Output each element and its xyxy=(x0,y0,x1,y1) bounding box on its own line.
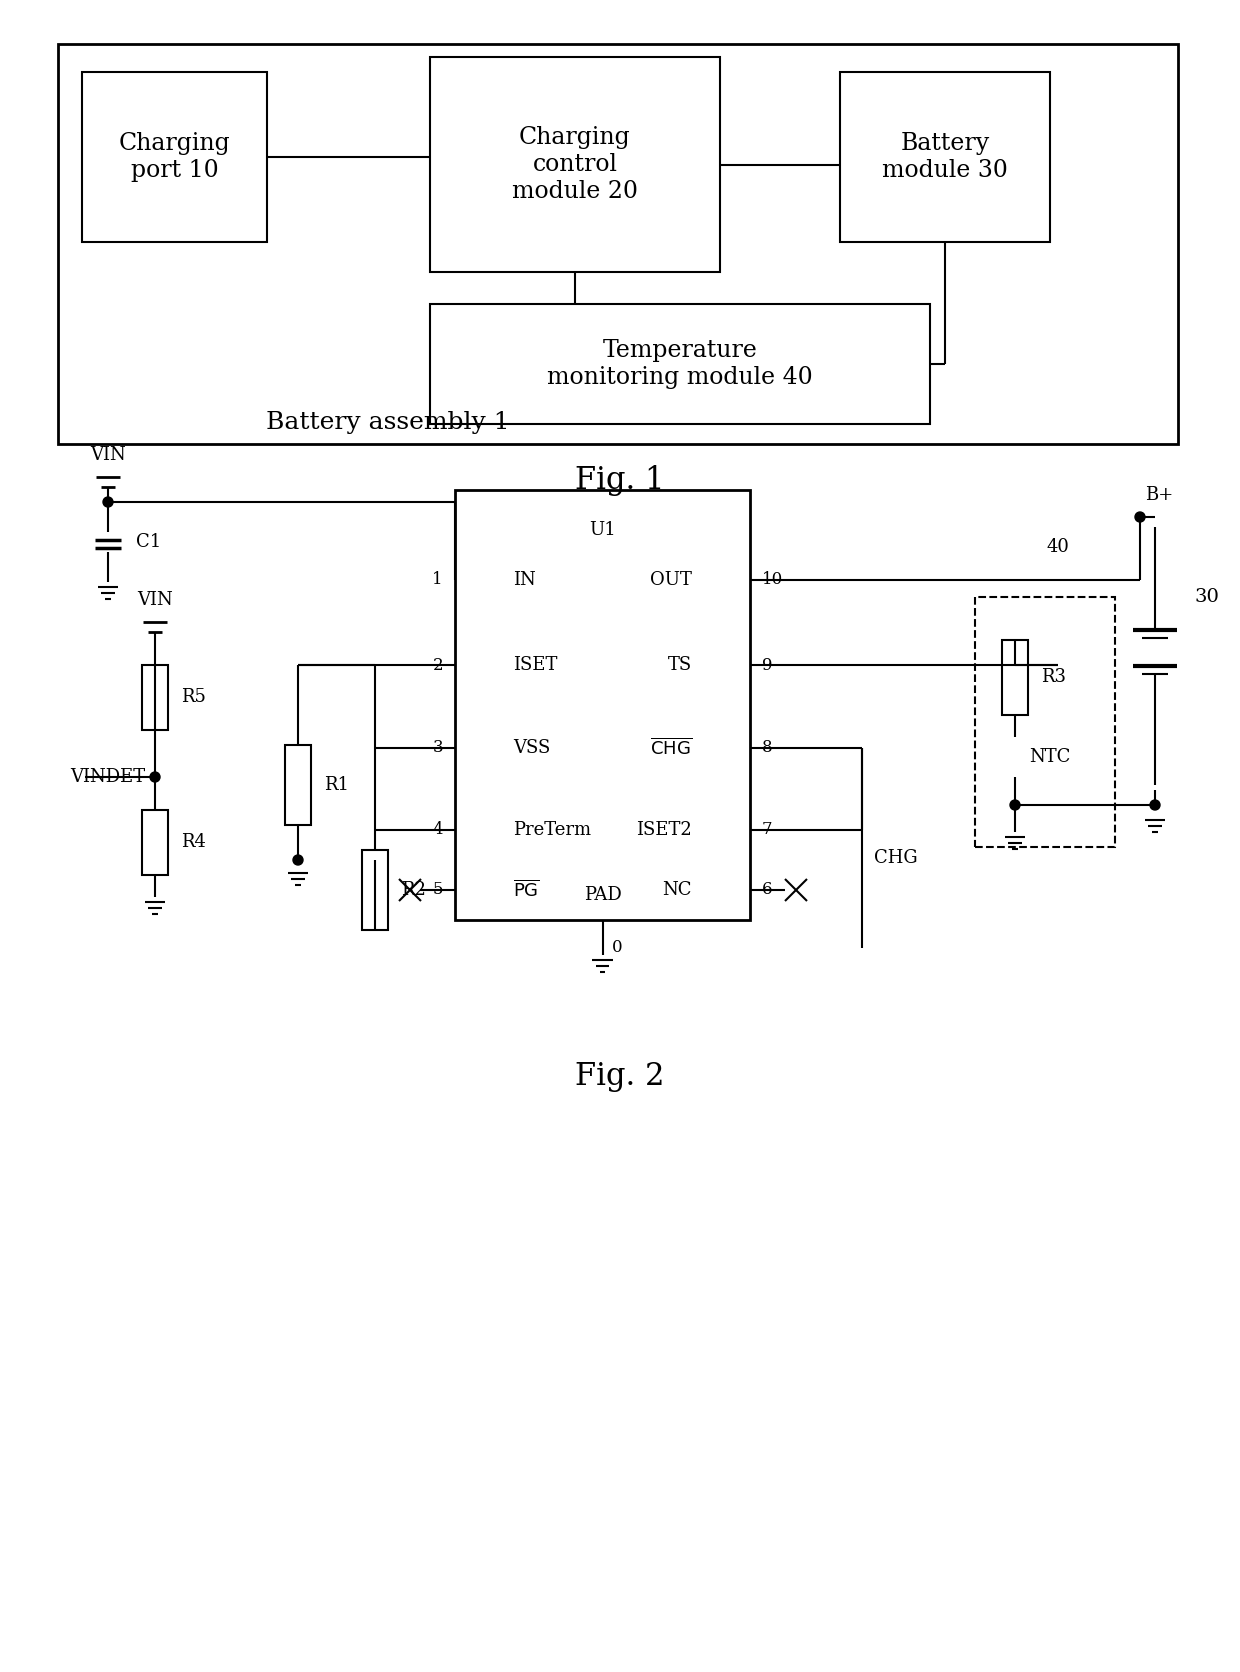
Text: 30: 30 xyxy=(1195,589,1220,605)
Circle shape xyxy=(150,772,160,782)
Bar xyxy=(430,57,720,273)
Text: Charging
control
module 20: Charging control module 20 xyxy=(512,127,639,202)
Text: ISET: ISET xyxy=(513,655,557,674)
Text: R3: R3 xyxy=(1042,669,1066,686)
Text: 0: 0 xyxy=(613,940,622,956)
Text: PreTerm: PreTerm xyxy=(513,821,591,839)
Text: U1: U1 xyxy=(589,522,616,538)
Text: 8: 8 xyxy=(763,739,773,756)
Text: 2: 2 xyxy=(433,657,443,674)
Text: VIN: VIN xyxy=(91,446,126,465)
Text: C1: C1 xyxy=(136,533,161,552)
Text: 4: 4 xyxy=(433,821,443,838)
Text: VSS: VSS xyxy=(513,739,551,757)
Text: $\overline{\rm CHG}$: $\overline{\rm CHG}$ xyxy=(650,737,692,759)
Text: B+: B+ xyxy=(1145,487,1173,503)
Text: OUT: OUT xyxy=(650,572,692,589)
Text: Fig. 1: Fig. 1 xyxy=(575,465,665,495)
Bar xyxy=(143,809,167,874)
Text: 7: 7 xyxy=(763,821,773,838)
Text: IN: IN xyxy=(513,572,536,589)
Text: Battery
module 30: Battery module 30 xyxy=(882,132,1008,182)
Text: R1: R1 xyxy=(324,776,348,794)
Text: NTC: NTC xyxy=(1029,747,1070,766)
Bar xyxy=(430,304,930,425)
Bar xyxy=(82,72,267,242)
Text: 1: 1 xyxy=(433,572,443,589)
Text: 10: 10 xyxy=(763,572,784,589)
Bar xyxy=(455,490,750,920)
Text: VINDET: VINDET xyxy=(69,767,145,786)
Text: R2: R2 xyxy=(401,881,425,900)
Bar xyxy=(1002,639,1028,714)
Circle shape xyxy=(1149,799,1159,809)
Circle shape xyxy=(1011,799,1021,809)
Text: 5: 5 xyxy=(433,881,443,898)
Text: R4: R4 xyxy=(181,833,206,851)
Text: Charging
port 10: Charging port 10 xyxy=(119,132,231,182)
Circle shape xyxy=(103,497,113,507)
Text: 6: 6 xyxy=(763,881,773,898)
Text: Temperature
monitoring module 40: Temperature monitoring module 40 xyxy=(547,339,813,390)
Text: ISET2: ISET2 xyxy=(636,821,692,839)
Bar xyxy=(975,597,1115,848)
Bar xyxy=(362,849,388,930)
Circle shape xyxy=(1135,512,1145,522)
Text: 3: 3 xyxy=(433,739,443,756)
Text: 40: 40 xyxy=(1047,538,1069,557)
Bar xyxy=(285,746,311,824)
Bar xyxy=(839,72,1050,242)
Text: 9: 9 xyxy=(763,657,773,674)
Text: NC: NC xyxy=(662,881,692,900)
Text: $\overline{\rm PG}$: $\overline{\rm PG}$ xyxy=(513,879,539,901)
Text: R5: R5 xyxy=(181,687,206,706)
Text: PAD: PAD xyxy=(584,886,621,905)
Text: CHG: CHG xyxy=(874,849,918,868)
Bar xyxy=(58,43,1178,445)
Text: Battery assembly 1: Battery assembly 1 xyxy=(267,411,510,433)
Bar xyxy=(143,664,167,729)
Text: VIN: VIN xyxy=(138,590,172,609)
Text: Fig. 2: Fig. 2 xyxy=(575,1062,665,1092)
Text: TS: TS xyxy=(668,655,692,674)
Circle shape xyxy=(293,854,303,864)
